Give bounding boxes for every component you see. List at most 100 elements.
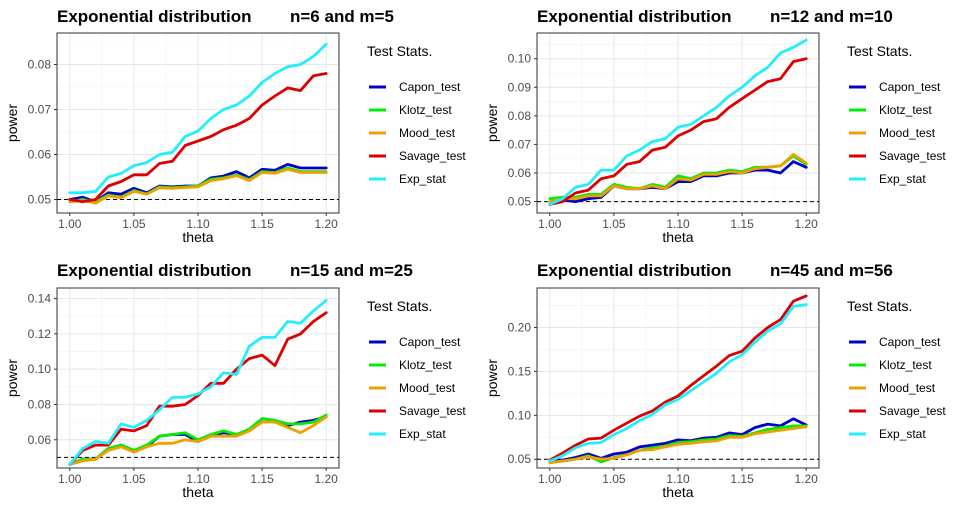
legend-title: Test Stats.	[367, 298, 432, 314]
x-axis-label: theta	[662, 229, 693, 245]
y-axis-label: power	[484, 359, 500, 397]
series-line-Capon_test	[548, 160, 808, 206]
legend-label: Mood_test	[879, 381, 936, 395]
series-line-Savage_test	[548, 294, 808, 462]
x-tick-label: 1.00	[538, 472, 562, 486]
legend-label: Capon_test	[879, 80, 941, 94]
chart-panel-1: Exponential distribution n=6 and m=5 1.00 1…	[4, 7, 466, 245]
legend-label: Savage_test	[879, 404, 946, 418]
series-line-Mood_test	[548, 425, 808, 465]
chart-panel-4: Exponential distribution n=45 and m=56 1.0…	[484, 261, 946, 500]
y-tick-label: 0.20	[508, 321, 532, 335]
legend-label: Exp_stat	[399, 172, 446, 186]
y-tick-label: 0.10	[508, 52, 532, 66]
x-tick-label: 1.00	[58, 472, 82, 486]
y-tick-label: 0.06	[508, 166, 532, 180]
legend-label: Capon_test	[879, 335, 941, 349]
x-tick-label: 1.05	[602, 472, 626, 486]
chart-subtitle: n=12 and m=10	[770, 7, 893, 26]
y-tick-label: 0.05	[508, 452, 532, 466]
series-line-Exp_stat	[548, 38, 808, 206]
y-tick-label: 0.10	[28, 362, 52, 376]
y-tick-label: 0.08	[28, 397, 52, 411]
series-line-Capon_test	[548, 417, 808, 464]
chart-title: Exponential distribution	[57, 7, 252, 26]
y-tick-label: 0.09	[508, 80, 532, 94]
chart-title: Exponential distribution	[537, 261, 732, 280]
legend-label: Exp_stat	[879, 172, 926, 186]
y-tick-label: 0.08	[508, 109, 532, 123]
y-tick-label: 0.06	[28, 433, 52, 447]
chart-panel-2: Exponential distribution n=12 and m=10 1.0…	[484, 7, 946, 245]
x-tick-label: 1.15	[250, 217, 274, 231]
legend-label: Savage_test	[399, 149, 466, 163]
chart-title: Exponential distribution	[537, 7, 732, 26]
x-tick-label: 1.20	[795, 217, 819, 231]
legend-label: Klotz_test	[879, 358, 932, 372]
legend-title: Test Stats.	[367, 43, 432, 59]
x-tick-label: 1.10	[186, 217, 210, 231]
x-tick-label: 1.05	[122, 217, 146, 231]
x-tick-label: 1.00	[58, 217, 82, 231]
chart-subtitle: n=6 and m=5	[290, 7, 394, 26]
y-tick-label: 0.15	[508, 364, 532, 378]
y-tick-label: 0.12	[28, 327, 52, 341]
x-axis-label: theta	[182, 229, 213, 245]
y-axis-label: power	[4, 359, 20, 397]
legend-label: Capon_test	[399, 335, 461, 349]
series-line-Savage_test	[68, 72, 328, 204]
chart-panel-3: Exponential distribution n=15 and m=25 1.0…	[4, 261, 466, 500]
chart-title: Exponential distribution	[57, 261, 252, 280]
x-axis-label: theta	[182, 484, 213, 500]
x-tick-label: 1.20	[795, 472, 819, 486]
legend-label: Savage_test	[399, 404, 466, 418]
legend: Test Stats. Capon_test Klotz_test Mood_test…	[367, 43, 466, 186]
series-line-Mood_test	[68, 415, 328, 466]
series-line-Exp_stat	[68, 298, 328, 466]
legend: Test Stats. Capon_test Klotz_test Mood_test…	[847, 298, 946, 441]
y-tick-label: 0.06	[28, 148, 52, 162]
series-line-Exp_stat	[68, 42, 328, 195]
legend-label: Exp_stat	[879, 427, 926, 441]
series-line-Klotz_test	[68, 413, 328, 466]
x-tick-label: 1.20	[315, 217, 339, 231]
series-line-Savage_test	[548, 57, 808, 206]
y-tick-label: 0.07	[508, 137, 532, 151]
legend-title: Test Stats.	[847, 298, 912, 314]
chart-subtitle: n=15 and m=25	[290, 261, 413, 280]
legend-label: Klotz_test	[399, 103, 452, 117]
legend: Test Stats. Capon_test Klotz_test Mood_test…	[847, 43, 946, 186]
x-tick-label: 1.10	[186, 472, 210, 486]
chart-subtitle: n=45 and m=56	[770, 261, 893, 280]
legend: Test Stats. Capon_test Klotz_test Mood_test…	[367, 298, 466, 441]
x-tick-label: 1.10	[666, 472, 690, 486]
series-line-Mood_test	[548, 152, 808, 204]
y-axis-label: power	[484, 104, 500, 142]
series-line-Mood_test	[68, 167, 328, 205]
legend-label: Mood_test	[399, 126, 456, 140]
x-tick-label: 1.15	[250, 472, 274, 486]
series-line-Savage_test	[68, 311, 328, 466]
y-tick-label: 0.10	[508, 408, 532, 422]
legend-label: Klotz_test	[879, 103, 932, 117]
y-axis-label: power	[4, 104, 20, 142]
x-axis-label: theta	[662, 484, 693, 500]
legend-title: Test Stats.	[847, 43, 912, 59]
legend-label: Exp_stat	[399, 427, 446, 441]
x-tick-label: 1.05	[602, 217, 626, 231]
legend-label: Capon_test	[399, 80, 461, 94]
legend-label: Klotz_test	[399, 358, 452, 372]
x-tick-label: 1.00	[538, 217, 562, 231]
legend-label: Savage_test	[879, 149, 946, 163]
y-tick-label: 0.05	[28, 193, 52, 207]
x-tick-label: 1.05	[122, 472, 146, 486]
x-tick-label: 1.15	[730, 472, 754, 486]
y-tick-label: 0.14	[28, 292, 52, 306]
y-tick-label: 0.07	[28, 103, 52, 117]
y-tick-label: 0.05	[508, 195, 532, 209]
x-tick-label: 1.10	[666, 217, 690, 231]
series-line-Exp_stat	[548, 303, 808, 463]
y-tick-label: 0.08	[28, 58, 52, 72]
legend-label: Mood_test	[399, 381, 456, 395]
